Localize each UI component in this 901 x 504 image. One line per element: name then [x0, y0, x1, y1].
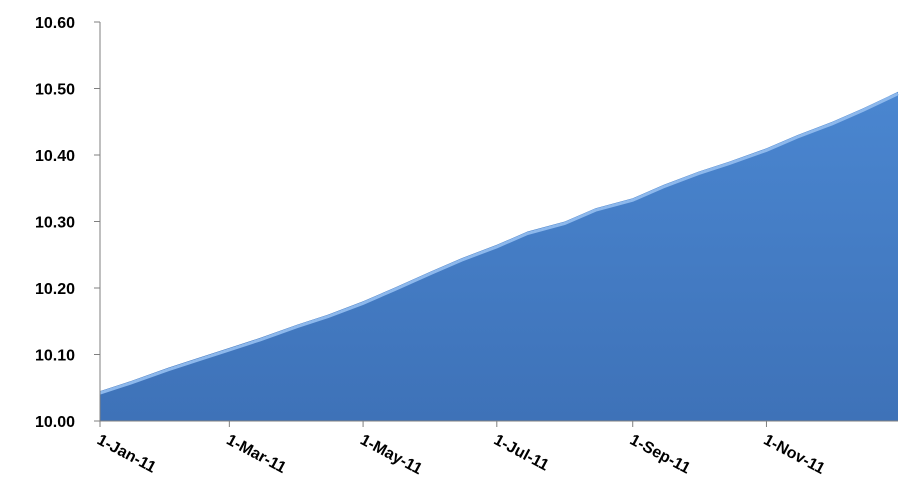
axes: [94, 21, 898, 427]
y-axis-tick-labels: 10.00 10.10 10.20 10.30 10.40 10.50 10.60: [35, 15, 75, 431]
x-tick-label: 1-Sep-11: [627, 432, 693, 478]
y-tick-label: 10.00: [35, 414, 75, 431]
x-tick-label: 1-Jan-11: [94, 432, 159, 477]
y-tick-label: 10.60: [35, 15, 75, 32]
x-tick-label: 1-May-11: [357, 432, 425, 479]
x-tick-label: 1-Jul-11: [491, 432, 552, 475]
area-layer: [99, 91, 899, 422]
x-tick-label: 1-Nov-11: [761, 432, 828, 478]
x-axis-tick-labels: 1-Jan-11 1-Mar-11 1-May-11 1-Jul-11 1-Sep-11…: [94, 432, 827, 479]
y-tick-label: 10.10: [35, 348, 75, 365]
x-tick-label: 1-Mar-11: [223, 432, 288, 478]
area-series: [100, 91, 898, 422]
area-top-edge: [99, 92, 899, 395]
y-tick-label: 10.50: [35, 82, 75, 99]
y-tick-label: 10.40: [35, 148, 75, 165]
y-tick-label: 10.20: [35, 281, 75, 298]
y-tick-label: 10.30: [35, 215, 75, 232]
